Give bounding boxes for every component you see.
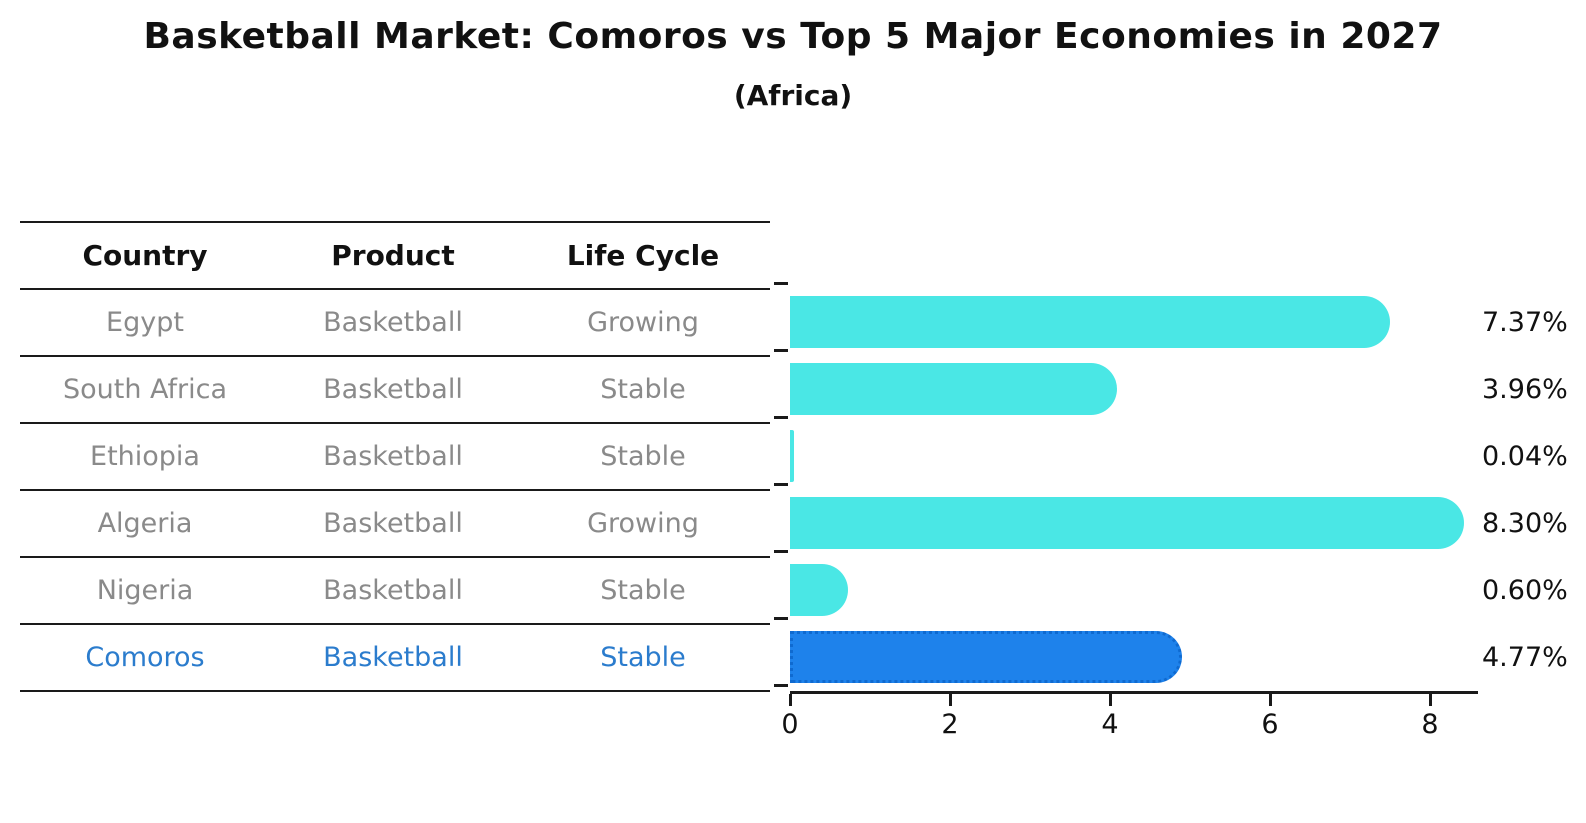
cell-product: Basketball [323, 374, 463, 405]
bar [790, 296, 1390, 348]
bar-value-label: 8.30% [1482, 508, 1568, 539]
cell-product: Basketball [323, 575, 463, 606]
bar-value-label: 0.60% [1482, 575, 1568, 606]
y-axis-tick [774, 550, 788, 553]
column-header-life-cycle: Life Cycle [566, 239, 720, 272]
bar-row: 3.96% [774, 349, 1586, 423]
cell-life-cycle: Stable [600, 441, 686, 472]
column-header-country: Country [82, 239, 208, 272]
x-axis-tick [789, 694, 792, 706]
bar-row: 0.04% [774, 416, 1586, 490]
page-title: Basketball Market: Comoros vs Top 5 Majo… [143, 16, 1443, 57]
bar-value-label: 0.04% [1482, 441, 1568, 472]
bar-value-label: 4.77% [1482, 642, 1568, 673]
table-row: Algeria Basketball Growing [20, 491, 770, 558]
y-axis-tick [774, 483, 788, 486]
y-axis-tick [774, 416, 788, 419]
cell-country: Algeria [97, 508, 193, 539]
y-axis-tick [774, 349, 788, 352]
x-tick-label: 2 [941, 709, 959, 740]
cell-life-cycle: Growing [587, 508, 699, 539]
x-tick-label: 0 [781, 709, 799, 740]
x-tick-label: 6 [1261, 709, 1279, 740]
bar-row: 0.60% [774, 550, 1586, 624]
x-axis-tick [949, 694, 952, 706]
x-axis-tick [1429, 694, 1432, 706]
bar [790, 564, 848, 616]
cell-country: Comoros [85, 642, 205, 673]
bar-row: 7.37% [774, 282, 1586, 356]
x-tick-label: 8 [1421, 709, 1439, 740]
bar [790, 631, 1182, 683]
bar-row: 8.30% [774, 483, 1586, 557]
bar [790, 430, 794, 482]
x-axis-line [790, 691, 1478, 694]
cell-country: Nigeria [96, 575, 194, 606]
y-axis-tick [774, 684, 788, 687]
column-header-product: Product [331, 239, 455, 272]
cell-life-cycle: Stable [600, 374, 686, 405]
table-row: Comoros Basketball Stable [20, 625, 770, 692]
cell-product: Basketball [323, 508, 463, 539]
bar-chart: 7.37% 3.96% 0.04% 8.30% 0.60% 4.77% 0 2 4 6… [774, 282, 1586, 789]
x-axis-tick [1269, 694, 1272, 706]
cell-product: Basketball [323, 642, 463, 673]
comparison-table: Country Product Life Cycle Egypt Basketb… [20, 221, 770, 692]
table-row: South Africa Basketball Stable [20, 357, 770, 424]
x-tick-label: 4 [1101, 709, 1119, 740]
table-body: Egypt Basketball Growing South Africa Ba… [20, 290, 770, 692]
bar [790, 497, 1464, 549]
y-axis-tick [774, 282, 788, 285]
bar-value-label: 3.96% [1482, 374, 1568, 405]
cell-life-cycle: Growing [587, 307, 699, 338]
x-axis-tick [1109, 694, 1112, 706]
table-row: Nigeria Basketball Stable [20, 558, 770, 625]
cell-country: Ethiopia [90, 441, 200, 472]
y-axis-tick [774, 617, 788, 620]
bar-value-label: 7.37% [1482, 307, 1568, 338]
page-subtitle: (Africa) [733, 79, 853, 112]
cell-life-cycle: Stable [600, 575, 686, 606]
cell-life-cycle: Stable [600, 642, 686, 673]
table-header-row: Country Product Life Cycle [20, 223, 770, 290]
cell-country: Egypt [106, 307, 184, 338]
table-row: Egypt Basketball Growing [20, 290, 770, 357]
bar [790, 363, 1117, 415]
bar-row: 4.77% [774, 617, 1586, 691]
cell-country: South Africa [62, 374, 228, 405]
cell-product: Basketball [323, 307, 463, 338]
table-row: Ethiopia Basketball Stable [20, 424, 770, 491]
cell-product: Basketball [323, 441, 463, 472]
